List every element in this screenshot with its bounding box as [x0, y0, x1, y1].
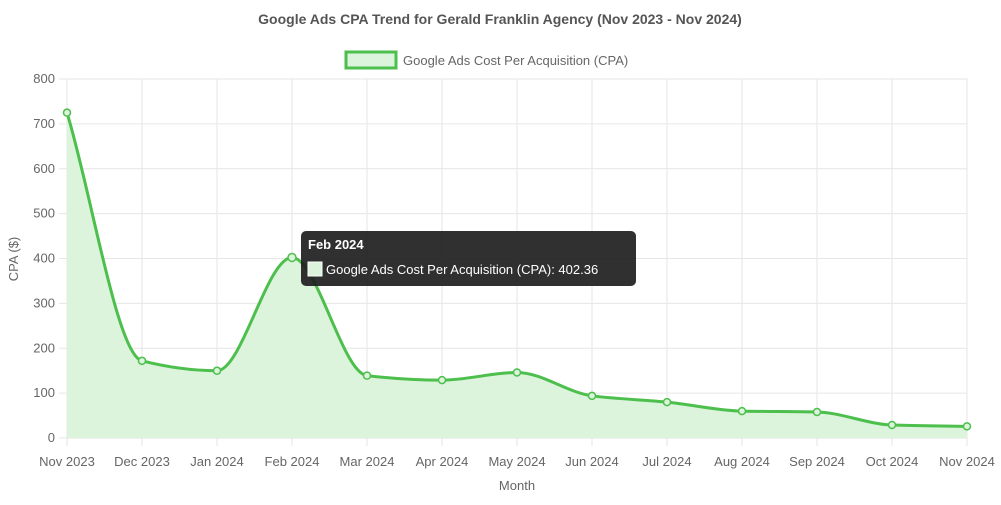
y-axis-ticks: 0 100 200 300 400 500 600 700 800 — [33, 71, 55, 445]
data-point[interactable] — [737, 406, 747, 416]
x-tick-label: Jan 2024 — [190, 454, 244, 469]
y-tick-label: 100 — [33, 385, 55, 400]
data-point[interactable] — [587, 391, 597, 401]
x-tick-label: May 2024 — [488, 454, 545, 469]
y-tick-label: 700 — [33, 116, 55, 131]
data-point[interactable] — [437, 375, 447, 385]
x-axis-label: Month — [499, 478, 535, 493]
y-tick-label: 500 — [33, 206, 55, 221]
data-points[interactable] — [62, 108, 972, 431]
tooltip-box — [301, 231, 636, 286]
x-tick-label: Apr 2024 — [416, 454, 469, 469]
data-point[interactable] — [512, 368, 522, 377]
legend-swatch[interactable] — [344, 50, 398, 70]
y-tick-label: 600 — [33, 161, 55, 176]
y-axis-label: CPA ($) — [6, 237, 21, 282]
y-tick-label: 300 — [33, 295, 55, 310]
data-point[interactable] — [662, 397, 672, 407]
x-tick-label: Dec 2023 — [114, 454, 170, 469]
series-area-fill — [67, 112, 967, 438]
data-point[interactable] — [962, 422, 972, 431]
x-tick-label: Aug 2024 — [714, 454, 770, 469]
y-tick-label: 0 — [48, 430, 55, 445]
x-axis-ticks: Nov 2023 Dec 2023 Jan 2024 Feb 2024 Mar 2024… — [39, 454, 995, 469]
tooltip-value: Google Ads Cost Per Acquisition (CPA): 4… — [326, 262, 598, 277]
series-line — [65, 112, 968, 428]
chart-title: Google Ads CPA Trend for Gerald Franklin… — [258, 11, 742, 27]
tooltip-title: Feb 2024 — [308, 237, 364, 252]
data-point[interactable] — [62, 108, 72, 117]
legend-label[interactable]: Google Ads Cost Per Acquisition (CPA) — [403, 53, 628, 68]
x-tick-label: Sep 2024 — [789, 454, 845, 469]
y-tick-label: 200 — [33, 340, 55, 355]
tooltip-swatch — [307, 261, 323, 277]
data-point[interactable] — [212, 366, 222, 375]
y-tick-label: 400 — [33, 251, 55, 266]
data-point[interactable] — [362, 371, 372, 380]
x-tick-label: Nov 2023 — [39, 454, 95, 469]
x-tick-label: Mar 2024 — [340, 454, 395, 469]
x-tick-label: Nov 2024 — [939, 454, 995, 469]
x-tick-label: Feb 2024 — [265, 454, 320, 469]
tooltip: Feb 2024 Google Ads Cost Per Acquisition… — [301, 231, 636, 286]
x-tick-label: Jun 2024 — [565, 454, 619, 469]
x-tick-label: Oct 2024 — [866, 454, 919, 469]
data-point[interactable] — [812, 407, 822, 417]
x-tick-label: Jul 2024 — [642, 454, 691, 469]
legend[interactable]: Google Ads Cost Per Acquisition (CPA) — [344, 50, 628, 70]
data-point[interactable] — [887, 420, 897, 430]
y-tick-label: 800 — [33, 71, 55, 86]
data-point[interactable] — [137, 356, 147, 366]
data-point[interactable] — [287, 252, 297, 263]
